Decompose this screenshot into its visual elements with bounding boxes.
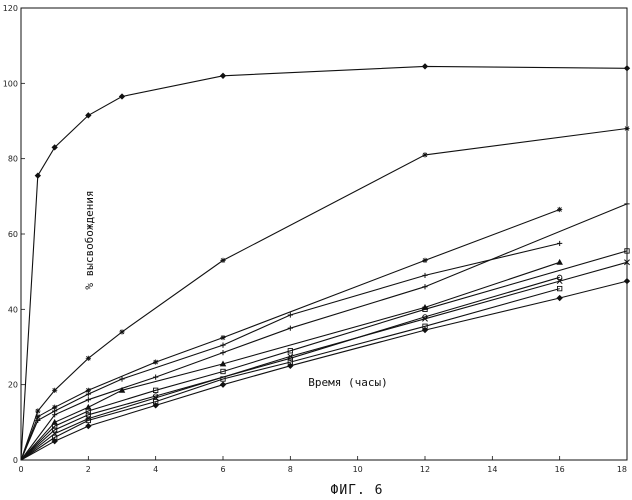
x-tick-label: 4	[153, 465, 158, 474]
data-point	[557, 241, 562, 246]
series-layer	[21, 64, 630, 460]
x-axis-ticks: 0 2 4 6 8 10 12 14 16 18	[18, 456, 627, 474]
series-line	[21, 204, 627, 460]
data-point	[624, 201, 629, 206]
y-tick-label: 80	[8, 155, 18, 164]
data-point	[422, 273, 427, 278]
data-point	[422, 64, 427, 69]
x-tick-label: 12	[420, 465, 430, 474]
series-9	[21, 260, 630, 460]
y-tick-label: 120	[3, 4, 18, 13]
data-point	[153, 359, 158, 364]
series-11	[21, 278, 630, 460]
x-tick-label: 16	[555, 465, 565, 474]
y-tick-label: 100	[3, 79, 18, 88]
data-point	[557, 260, 562, 265]
y-tick-label: 60	[8, 230, 18, 239]
data-point	[35, 408, 40, 413]
data-point	[119, 94, 124, 99]
series-2	[21, 126, 630, 460]
data-point	[624, 126, 629, 131]
series-7	[21, 249, 629, 460]
y-axis-ticks: 0 20 40 60 80 100 120	[3, 4, 25, 465]
data-point	[86, 397, 91, 402]
data-point	[557, 207, 562, 212]
series-line	[21, 251, 627, 460]
data-point	[220, 258, 225, 263]
x-tick-label: 6	[220, 465, 225, 474]
data-point	[422, 258, 427, 263]
x-axis-title: Время (часы)	[308, 376, 387, 389]
x-tick-label: 18	[617, 465, 627, 474]
data-point	[52, 388, 57, 393]
figure-caption: ФИГ. 6	[331, 483, 384, 498]
series-line	[21, 262, 560, 460]
data-point	[288, 312, 293, 317]
x-tick-label: 10	[353, 465, 363, 474]
data-point	[153, 375, 158, 380]
x-tick-label: 8	[288, 465, 293, 474]
series-line	[21, 262, 627, 460]
series-line	[21, 129, 627, 461]
data-point	[220, 73, 225, 78]
data-point	[422, 152, 427, 157]
y-tick-label: 40	[8, 305, 18, 314]
series-line	[21, 281, 627, 460]
data-point	[422, 284, 427, 289]
data-point	[86, 424, 91, 429]
data-point	[86, 356, 91, 361]
y-tick-label: 20	[8, 381, 18, 390]
data-point	[624, 278, 629, 283]
data-point	[220, 343, 225, 348]
y-tick-label: 0	[13, 456, 18, 465]
series-line	[21, 243, 560, 460]
data-point	[220, 350, 225, 355]
data-point	[220, 382, 225, 387]
series-line	[21, 66, 627, 460]
data-point	[557, 295, 562, 300]
data-point	[220, 335, 225, 340]
series-1	[21, 64, 630, 460]
data-point	[624, 66, 629, 71]
y-axis-title: % высвобождения	[83, 190, 96, 289]
series-5	[21, 201, 630, 460]
data-point	[288, 326, 293, 331]
data-point	[35, 173, 40, 178]
x-tick-label: 2	[86, 465, 91, 474]
x-tick-label: 14	[487, 465, 497, 474]
data-point	[119, 329, 124, 334]
x-tick-label: 0	[18, 465, 23, 474]
series-10	[21, 286, 562, 460]
